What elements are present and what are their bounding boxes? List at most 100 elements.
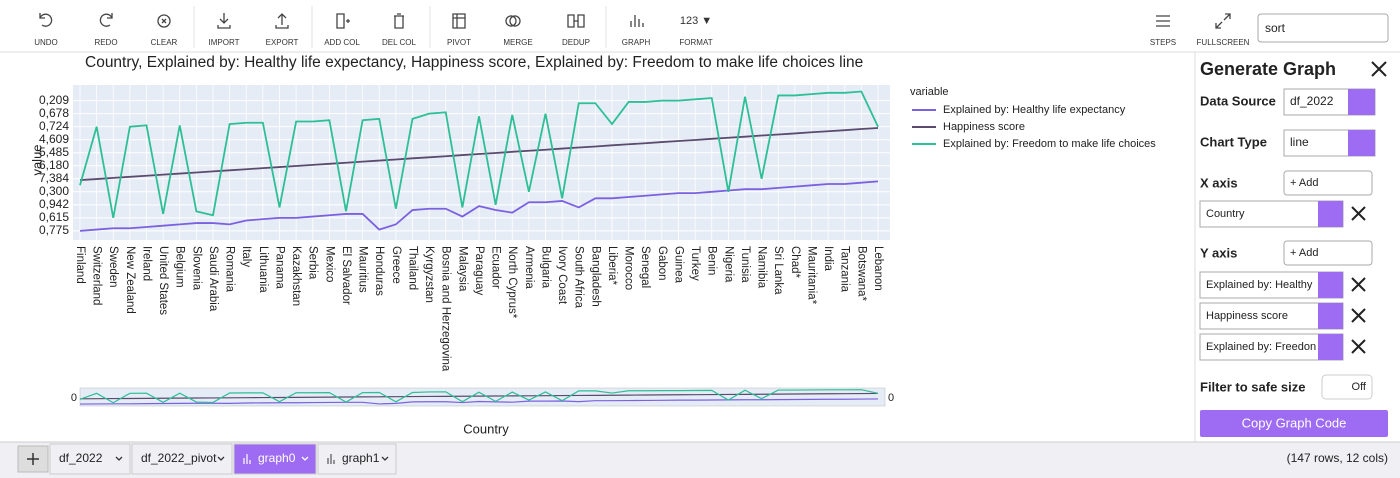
y-axis-title: value: [29, 144, 44, 175]
tab-bar: [0, 442, 1400, 478]
button-icon: [336, 13, 350, 29]
filter-state: Off: [1352, 381, 1367, 393]
toolbar-button[interactable]: GRAPH: [622, 15, 651, 47]
tab[interactable]: [233, 443, 317, 475]
toolbar-button[interactable]: CLEAR: [151, 14, 178, 47]
x-tick-label: Switzerland: [91, 246, 103, 305]
x-axis-label: X axis: [1200, 175, 1238, 190]
x-tick-label: Slovenia: [190, 246, 202, 291]
button-icon: [567, 14, 585, 28]
x-tick-label: Botswana*: [855, 246, 867, 302]
range-slider[interactable]: [79, 387, 886, 407]
x-add-select[interactable]: [1283, 170, 1373, 196]
y-tick-label: 0,775: [39, 223, 69, 237]
sidebar-title: Generate Graph: [1200, 59, 1336, 79]
x-tick-label: Ireland: [140, 246, 152, 281]
toolbar-button[interactable]: 123 ▼ FORMAT: [679, 15, 712, 47]
toolbar-button[interactable]: IMPORT: [209, 13, 240, 47]
x-tick-label: Senegal: [639, 246, 651, 288]
x-tick-label: Thailand: [406, 246, 418, 290]
line: [79, 180, 879, 232]
x-tick-label: Guinea: [672, 246, 684, 284]
button-icon: [630, 15, 644, 27]
x-tick-label: Tanzania: [839, 246, 851, 293]
chevron: [115, 456, 123, 461]
toolbar-button[interactable]: DEDUP: [562, 14, 590, 47]
plus-icon: [27, 453, 39, 465]
toolbar-button[interactable]: MERGE: [503, 15, 533, 47]
select-arrow: [1318, 303, 1343, 329]
x-tick-label: Sri Lanka: [772, 246, 784, 295]
x-tick-label: Lebanon: [872, 246, 884, 291]
x-tick-label: Tunisia: [739, 246, 751, 283]
y-tick-label: 0,300: [39, 184, 69, 198]
button-icon: [394, 13, 404, 29]
x-tick-label: Romania: [224, 246, 236, 293]
toolbar-button[interactable]: FULLSCREEN: [1197, 13, 1250, 47]
remove-icon[interactable]: [1351, 277, 1366, 292]
sidebar: Generate Graph Data Source df_2022 Chart…: [1194, 52, 1388, 442]
button-label: DEDUP: [562, 38, 590, 47]
tab-label: graph0: [258, 451, 296, 465]
legend-label: Happiness score: [943, 121, 1025, 133]
x-tick-label: Armenia: [523, 246, 535, 289]
close-icon[interactable]: [1371, 61, 1387, 77]
tab[interactable]: [49, 443, 131, 475]
toolbar-button[interactable]: UNDO: [34, 13, 58, 47]
x-tick-label: United States: [157, 246, 169, 315]
button-icon: [217, 13, 231, 29]
y-column-value: Happiness score: [1206, 310, 1288, 322]
x-tick-label: North Cyprus*: [506, 246, 518, 319]
remove-icon[interactable]: [1351, 308, 1366, 323]
chevron: [381, 456, 389, 461]
copy-button[interactable]: [1200, 410, 1388, 437]
button-icon: [1156, 15, 1170, 27]
x-tick-label: Ivory Coast: [556, 246, 568, 305]
x-tick-label: El Salvador: [340, 246, 352, 305]
tab[interactable]: [131, 443, 233, 475]
y-columns: Explained by: Healthy Happiness score Expl…: [1199, 271, 1366, 361]
x-tick-label: Benin: [706, 246, 718, 275]
filter-toggle[interactable]: [1321, 374, 1373, 400]
x-tick-label: Serbia: [307, 246, 319, 280]
tabs: df_2022 df_2022_pivot graph0 graph1: [49, 443, 397, 475]
x-add-text: + Add: [1290, 177, 1318, 189]
y-add-select[interactable]: [1283, 240, 1373, 266]
filter-label: Filter to safe size: [1200, 379, 1305, 394]
button-label: DEL COL: [382, 38, 416, 47]
x-tick-label: Sweden: [107, 246, 119, 288]
toolbar-button[interactable]: DEL COL: [382, 13, 417, 47]
x-tick-label: Mauritius: [357, 246, 369, 293]
x-tick-label: Bangladesh: [589, 246, 601, 307]
remove-icon[interactable]: [1351, 339, 1366, 354]
button-icon: [157, 14, 171, 28]
toolbar-buttons: UNDO REDO CLEAR IMPORT EXPORT ADD COL DEL COL P…: [34, 6, 1250, 48]
button-label: STEPS: [1150, 38, 1176, 47]
y-axis-label: Y axis: [1200, 245, 1237, 260]
x-tick-label: Italy: [240, 246, 252, 267]
x-tick-label: Namibia: [756, 246, 768, 289]
y-tick-label: 0,615: [39, 210, 69, 224]
button-icon: [1215, 13, 1231, 29]
graph-icon: [243, 454, 251, 464]
tab-label: df_2022: [59, 451, 103, 465]
y-add-text: + Add: [1290, 247, 1318, 259]
x-tick-label: Malaysia: [456, 246, 468, 292]
x-tick-label: Finland: [74, 246, 86, 284]
toolbar-button[interactable]: PIVOT: [447, 13, 471, 47]
status: (147 rows, 12 cols): [1287, 451, 1388, 465]
toolbar-button[interactable]: EXPORT: [266, 13, 299, 47]
remove-icon[interactable]: [1351, 206, 1366, 221]
toolbar-button[interactable]: ADD COL: [324, 13, 360, 47]
toolbar-button[interactable]: REDO: [94, 13, 118, 47]
x-tick-label: Morocco: [623, 246, 635, 290]
toolbar-button[interactable]: STEPS: [1150, 15, 1176, 47]
x-tick-label: Ecuador: [490, 246, 502, 289]
legend-label: Explained by: Healthy life expectancy: [943, 104, 1126, 116]
x-tick-label: Lithuania: [257, 246, 269, 293]
chart: Country, Explained by: Healthy life expe…: [29, 54, 1156, 436]
data-source-value: df_2022: [1290, 94, 1334, 108]
y-tick-label: 0,942: [39, 197, 69, 211]
search-box[interactable]: [1257, 13, 1389, 43]
